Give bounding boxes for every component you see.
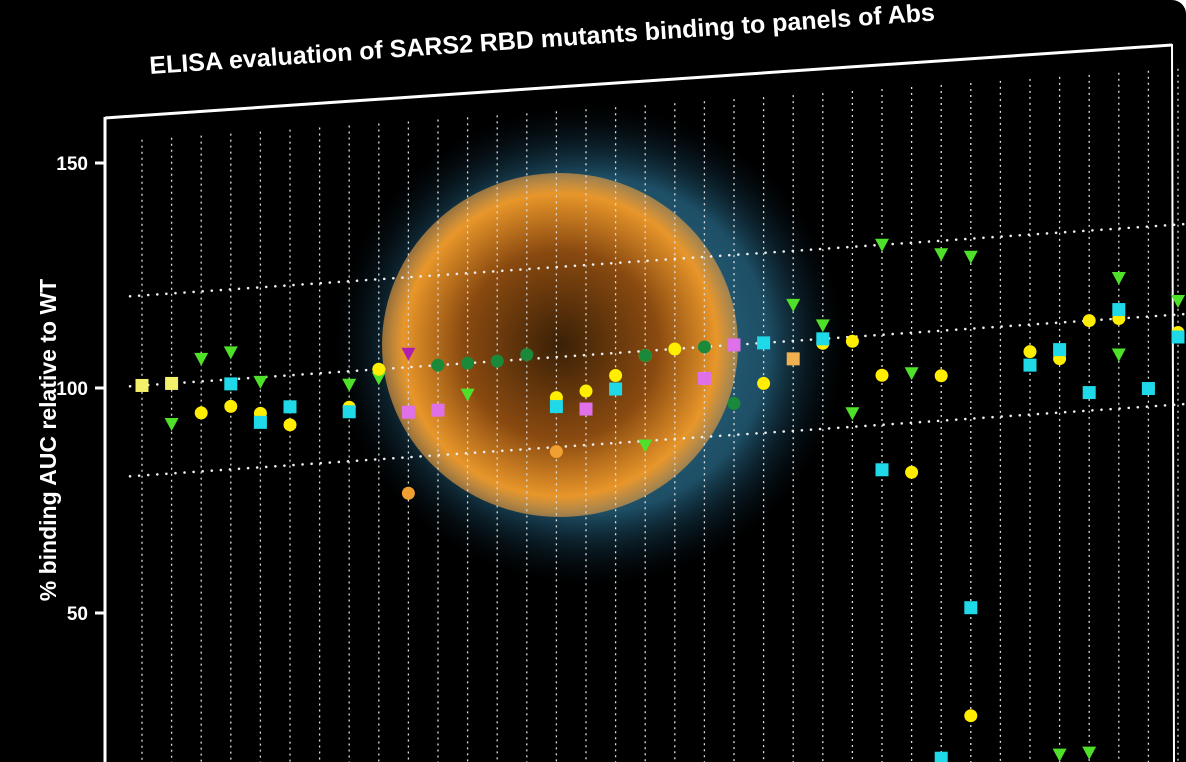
y-axis-label: % binding AUC relative to WT [35, 279, 61, 601]
data-point-circle [224, 399, 238, 413]
data-point-circle [609, 369, 623, 383]
data-point-square [1171, 330, 1185, 344]
data-point-circle [875, 368, 889, 382]
virus-background [335, 105, 845, 585]
reference-line-100 [128, 312, 1186, 388]
data-point-triangle-down [194, 352, 209, 366]
data-point-triangle-down [934, 248, 949, 262]
data-point-triangle-down [875, 238, 889, 252]
data-point-square [224, 377, 238, 391]
plot-right-border [1171, 43, 1175, 762]
data-point-circle [490, 354, 504, 368]
data-point-circle [461, 356, 475, 370]
plot-frame [103, 43, 1175, 762]
data-point-circle [401, 486, 415, 500]
data-point-circle [1023, 345, 1037, 359]
data-point-triangle-down [845, 407, 860, 421]
data-point-square [816, 332, 830, 346]
data-point-square [1082, 386, 1096, 400]
data-point-triangle-down [371, 372, 386, 386]
data-point-circle [905, 465, 919, 479]
data-point-square [401, 405, 415, 419]
grid [128, 68, 1186, 762]
data-point-circle [194, 406, 208, 420]
data-point-square [786, 352, 800, 366]
data-point-circle [934, 369, 948, 383]
data-point-triangle-down [815, 319, 830, 333]
data-point-circle [579, 384, 593, 398]
data-point-triangle-down [638, 439, 653, 453]
data-point-triangle-down [1111, 348, 1126, 362]
data-point-circle [964, 709, 978, 723]
data-point-triangle-down [460, 388, 475, 402]
data-point-circle [431, 358, 445, 372]
data-point-square [135, 378, 149, 392]
data-point-square [342, 405, 356, 419]
data-point-circle [697, 340, 711, 354]
data-point-triangle-down [342, 378, 357, 392]
data-point-circle [283, 418, 297, 432]
data-point-triangle-down [1111, 272, 1126, 286]
data-point-square [609, 382, 623, 396]
virus-core [382, 173, 738, 517]
data-point-square [964, 601, 978, 615]
data-point-circle [549, 445, 563, 459]
data-point-triangle-down [164, 417, 179, 431]
data-point-circle [727, 396, 741, 410]
data-point-triangle-down [904, 367, 919, 381]
data-points [135, 238, 1185, 762]
data-point-square [1023, 358, 1037, 372]
data-point-triangle-down [401, 347, 416, 361]
data-point-square [1112, 303, 1126, 317]
data-point-circle [668, 342, 682, 356]
data-point-triangle-down [1082, 746, 1097, 760]
data-point-circle [1082, 314, 1096, 328]
y-tick-label: 150 [56, 154, 88, 175]
data-point-triangle-down [963, 250, 978, 264]
data-point-square [934, 751, 948, 762]
data-point-triangle-down [1052, 748, 1067, 762]
data-point-triangle-down [786, 298, 801, 312]
data-point-circle [372, 362, 386, 376]
data-point-square [283, 400, 297, 414]
data-point-square [1141, 382, 1155, 396]
reference-line-80 [128, 402, 1186, 478]
data-point-square [875, 463, 889, 477]
data-point-triangle-down [1171, 294, 1185, 308]
data-point-square [757, 336, 771, 350]
data-point-square [697, 371, 711, 385]
y-tick-label: 50 [67, 604, 88, 625]
data-point-square [431, 403, 445, 417]
data-point-circle [757, 376, 771, 390]
plot-top-border [104, 43, 1173, 120]
data-point-square [1053, 343, 1067, 357]
reference-line-120 [128, 222, 1186, 298]
data-point-circle [638, 348, 652, 362]
data-point-circle [845, 334, 859, 348]
data-point-triangle-down [223, 346, 238, 360]
data-point-triangle-down [253, 375, 268, 389]
data-point-square [165, 376, 179, 390]
data-point-square [253, 415, 267, 429]
data-point-square [579, 402, 593, 416]
data-point-circle [520, 348, 534, 362]
data-point-square [549, 400, 563, 414]
y-axis: 150 100 50 [56, 154, 105, 625]
y-tick-label: 100 [56, 379, 88, 400]
data-point-square [727, 338, 741, 352]
